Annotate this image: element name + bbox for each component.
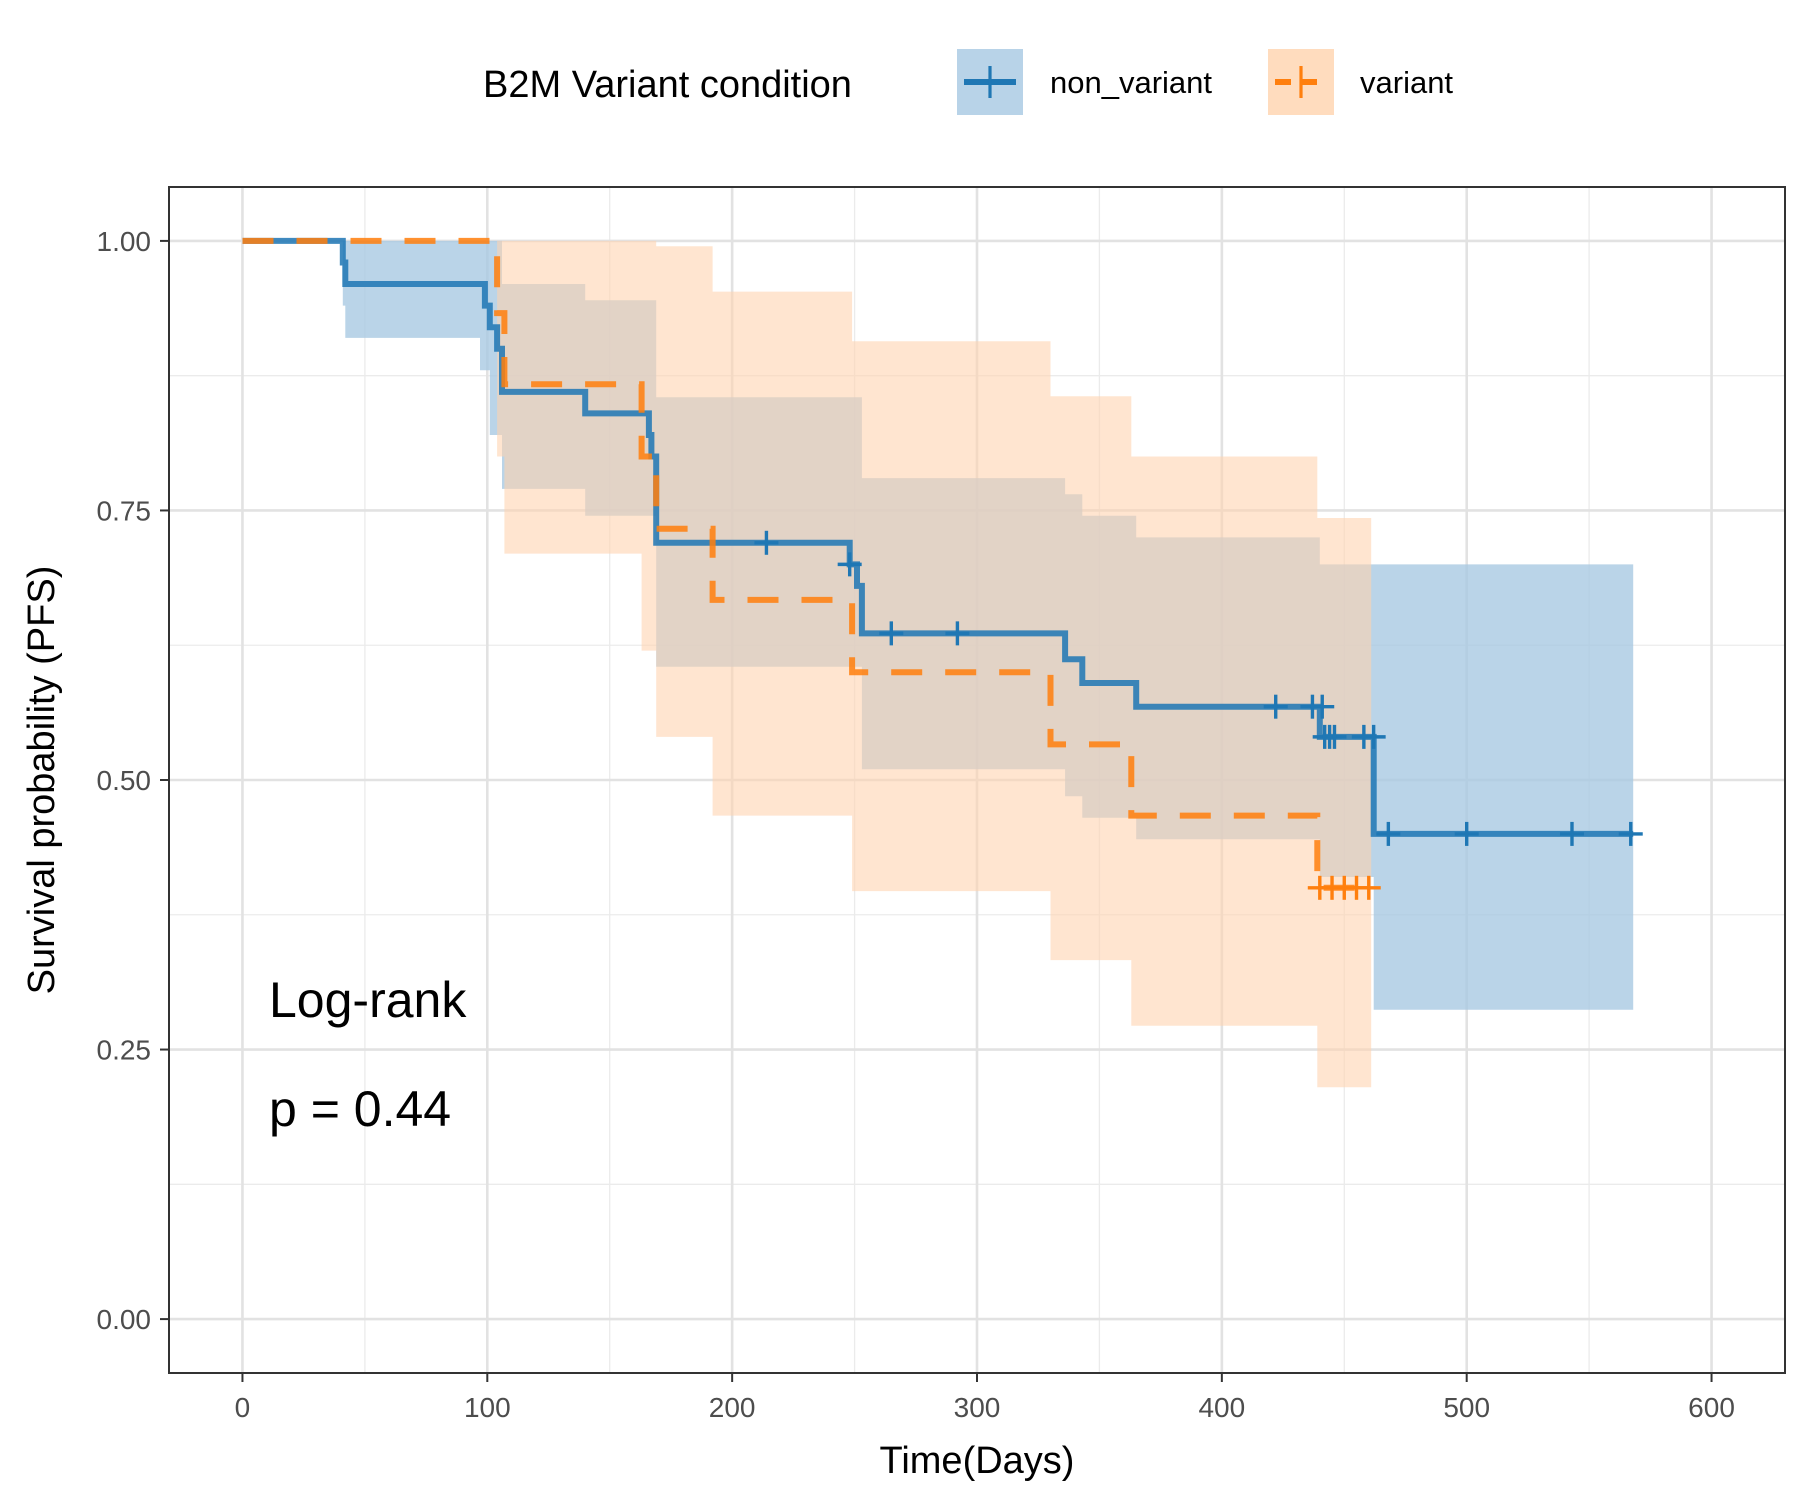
y-tick-label: 0.50 <box>97 765 152 796</box>
x-tick-label: 300 <box>954 1392 1001 1423</box>
x-axis-title: Time(Days) <box>880 1440 1075 1482</box>
x-tick-label: 600 <box>1688 1392 1735 1423</box>
y-tick-label: 0.75 <box>97 495 152 526</box>
legend-label-variant: variant <box>1360 65 1453 100</box>
series-line-non-variant <box>242 237 1634 837</box>
y-tick-label: 0.25 <box>97 1035 152 1066</box>
x-tick-label: 500 <box>1443 1392 1490 1423</box>
axes: 0 100 200 300 400 500 600 0.00 0.25 0.50 0.75 1.00 <box>97 226 1735 1423</box>
legend-title: B2M Variant condition <box>483 64 852 106</box>
series-line-variant <box>242 237 1372 891</box>
plot-panel <box>168 186 1786 1374</box>
x-tick-label: 200 <box>709 1392 756 1423</box>
confidence-bands <box>242 240 1634 1088</box>
annotation-p-value: p = 0.44 <box>269 1081 451 1137</box>
annotation-test-name: Log-rank <box>269 972 467 1028</box>
y-axis-title: Survival probability (PFS) <box>21 566 63 995</box>
x-tick-label: 0 <box>235 1392 251 1423</box>
y-tick-label: 0.00 <box>97 1304 152 1335</box>
ci-band-variant <box>242 240 1372 1088</box>
censor-marks <box>754 530 1643 900</box>
y-tick-label: 1.00 <box>97 226 152 257</box>
survival-curves <box>242 237 1634 891</box>
x-tick-label: 100 <box>464 1392 511 1423</box>
legend-label-non-variant: non_variant <box>1050 65 1212 100</box>
x-tick-label: 400 <box>1198 1392 1245 1423</box>
legend: B2M Variant condition non_variant variant <box>483 49 1453 115</box>
